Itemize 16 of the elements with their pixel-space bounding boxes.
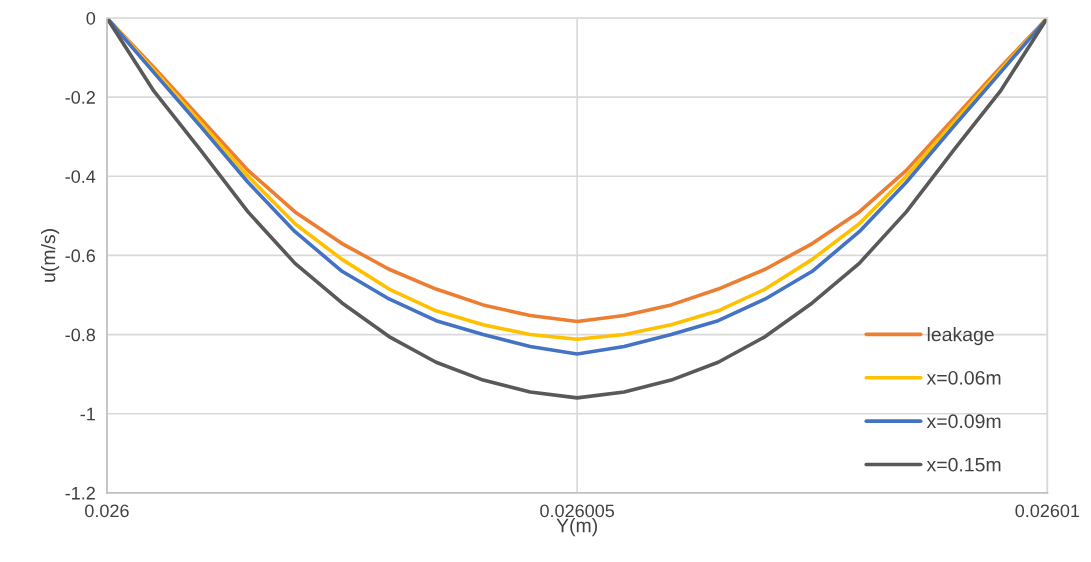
y-tick-label: -1 xyxy=(80,407,95,421)
y-tick-label: -0.6 xyxy=(65,249,96,263)
x-axis-title: Y(m) xyxy=(556,518,597,537)
x-tick-label: 0.026 xyxy=(85,504,129,518)
y-tick-label: 0 xyxy=(86,11,96,25)
x-tick-label: 0.026005 xyxy=(540,504,615,518)
legend-label: x=0.09m xyxy=(926,414,1001,429)
y-tick-label: -1.2 xyxy=(65,486,95,500)
x-tick-label: 0.02601 xyxy=(1015,504,1080,518)
legend-label: x=0.06m xyxy=(926,370,1001,385)
y-axis-title: u(m/s) xyxy=(41,229,60,282)
y-tick-label: -0.2 xyxy=(65,91,95,104)
legend-label: leakage xyxy=(927,327,994,346)
y-tick-label: -0.8 xyxy=(65,328,96,342)
y-tick-label: -0.4 xyxy=(65,170,96,183)
legend-label: x=0.15m xyxy=(926,457,1001,472)
